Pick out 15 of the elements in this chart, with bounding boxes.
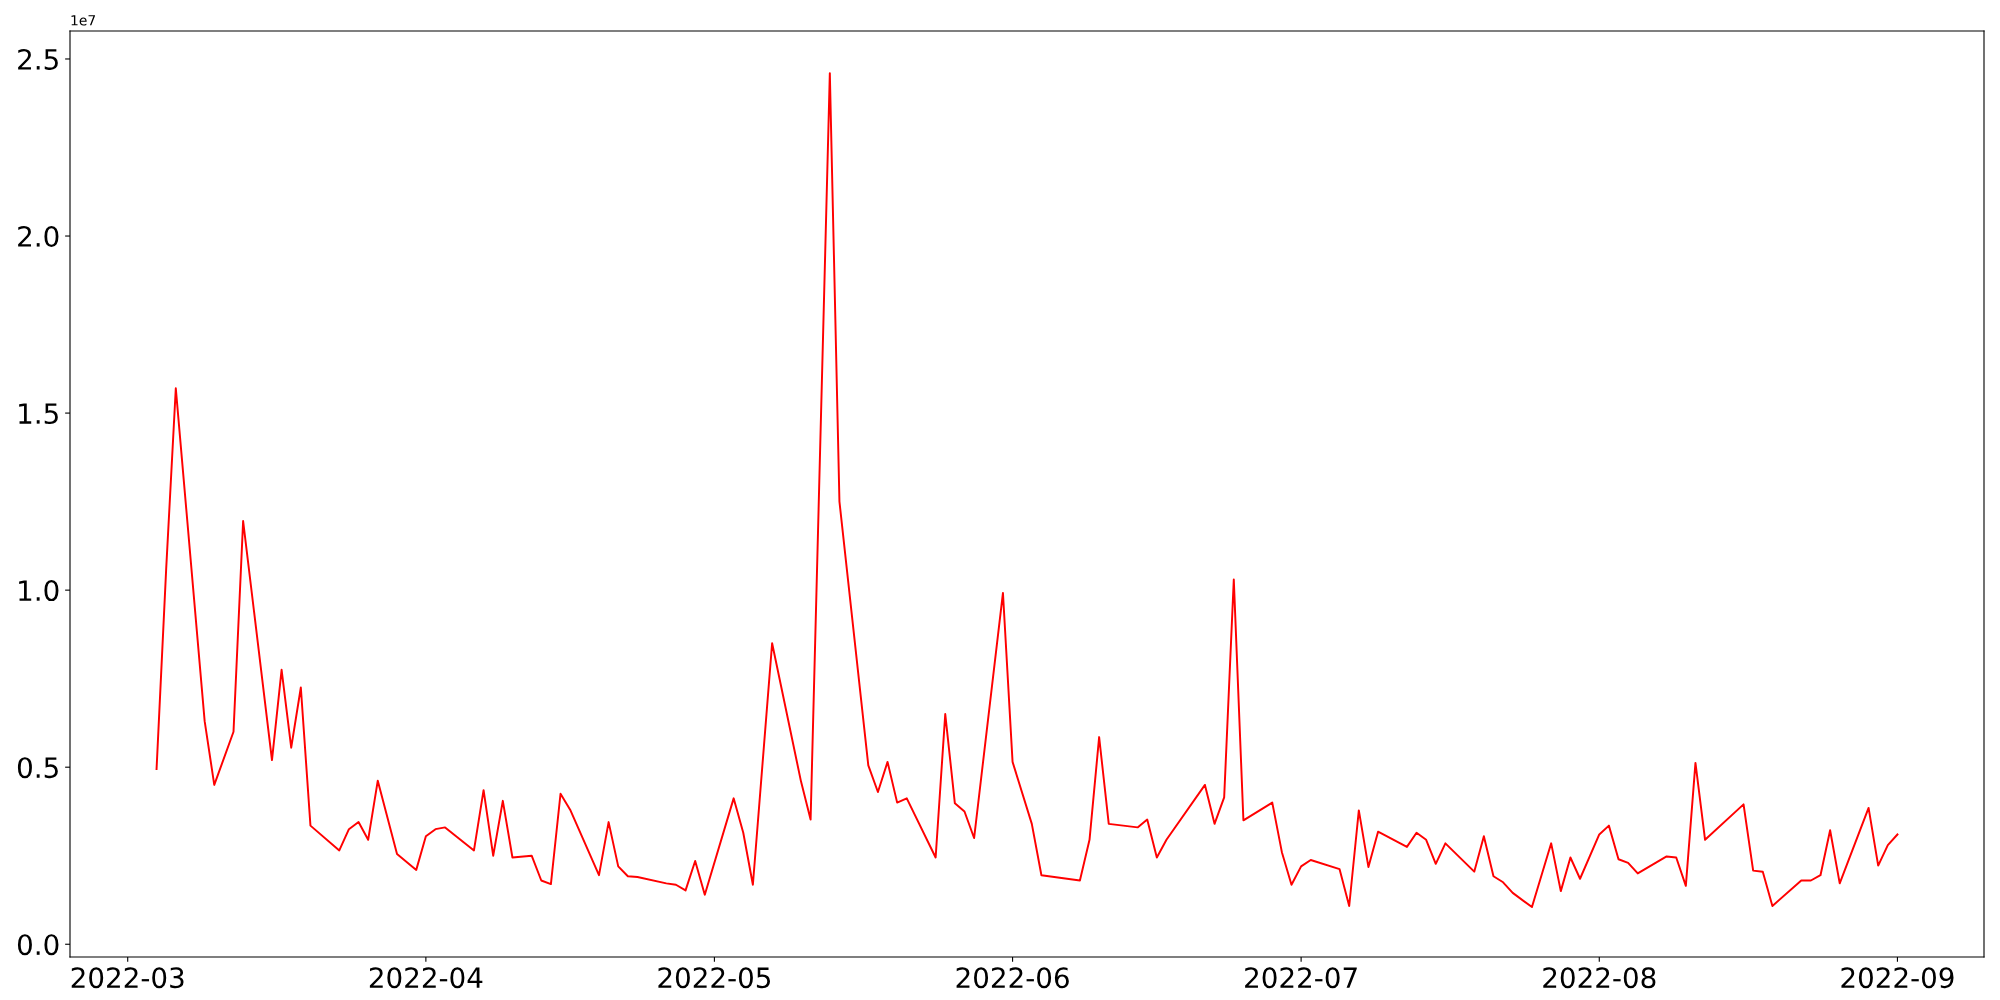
y-tick-label: 2.5 (18, 48, 58, 70)
y-tick-label: 1.0 (19, 580, 59, 602)
x-tick-label: 2022-06 (956, 967, 1069, 989)
y-tick-label: 2.0 (18, 225, 59, 247)
y-tick-label: 0.0 (17, 934, 59, 956)
text: 1e7 (71, 15, 96, 26)
x-tick-label: 2022-07 (1245, 967, 1357, 989)
x-tick-label: 2022-03 (71, 967, 184, 989)
x-tick-label: 2022-09 (1841, 967, 1954, 989)
x-tick-label: 2022-08 (1543, 967, 1656, 989)
y-tick-label: 0.5 (17, 757, 58, 779)
line-series (155, 72, 1899, 909)
y-tick-label: 1.5 (19, 403, 58, 425)
x-tick-label: 2022-04 (369, 967, 483, 989)
x-tick-label: 2022-05 (658, 967, 771, 989)
